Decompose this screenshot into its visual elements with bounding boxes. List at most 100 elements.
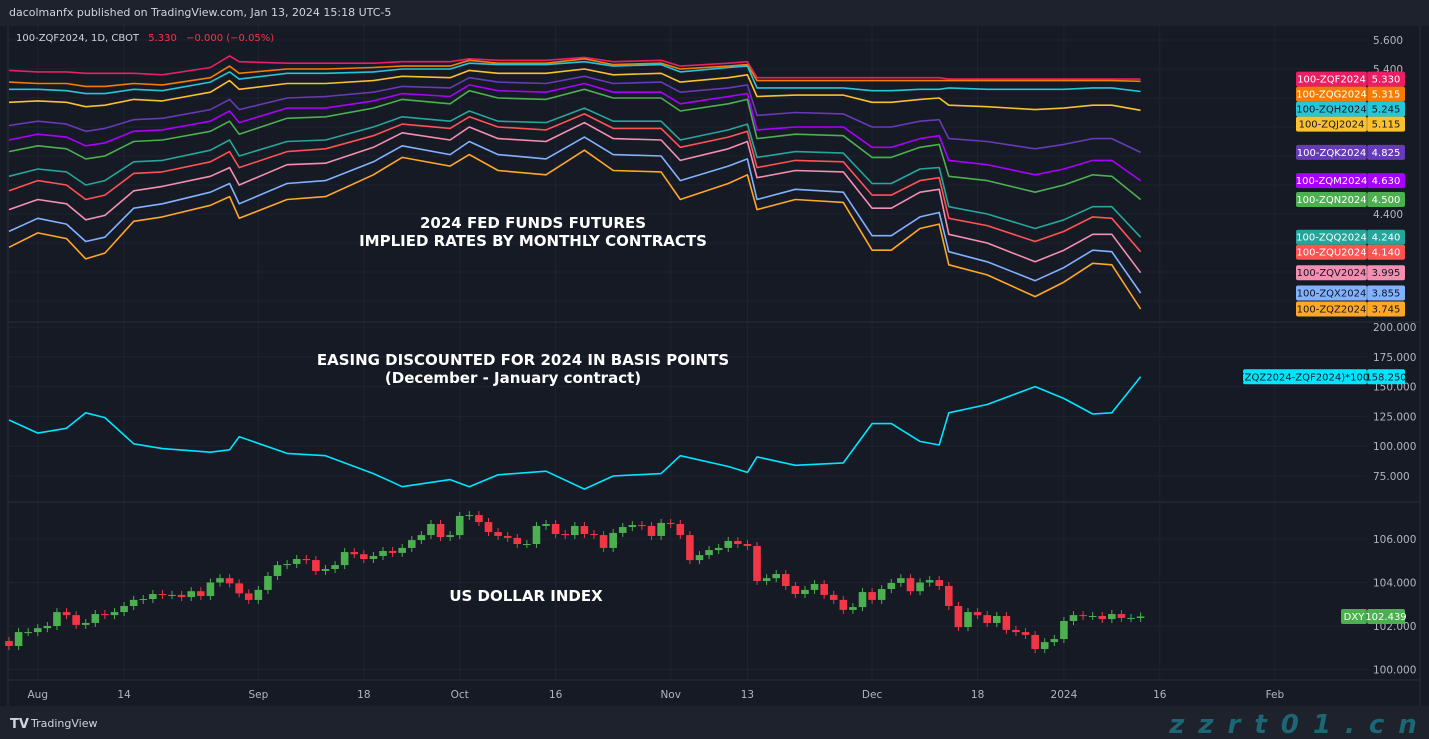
candle[interactable] [446,531,454,542]
candle[interactable] [992,611,1001,627]
candle[interactable] [945,581,953,610]
candle[interactable] [475,511,483,527]
series-line-100-zqf2024[interactable] [8,55,1141,80]
candle[interactable] [897,574,905,587]
candle[interactable] [120,601,128,617]
series-line-100-zqu2024[interactable] [8,113,1142,253]
candle[interactable] [916,578,924,596]
candle[interactable] [484,518,493,537]
candle[interactable] [628,521,637,532]
candle[interactable] [973,608,982,620]
candle[interactable] [810,580,819,594]
candle[interactable] [129,595,138,610]
candle[interactable] [24,628,32,637]
candle[interactable] [101,610,109,620]
candle[interactable] [1060,616,1068,644]
candle[interactable] [72,611,80,629]
candle[interactable] [14,628,23,651]
candle[interactable] [647,521,656,540]
candle[interactable] [906,574,915,596]
series-line-100-zqz2024[interactable] [8,149,1142,310]
candle[interactable] [235,579,243,598]
candle[interactable] [1069,611,1078,625]
candle[interactable] [839,595,848,614]
candle[interactable] [43,622,52,633]
candle[interactable] [81,618,90,629]
candle[interactable] [388,546,397,557]
candle[interactable] [1021,628,1030,639]
candle[interactable] [599,531,608,552]
series-line-100-zqk2024[interactable] [8,75,1141,154]
candle[interactable] [292,555,301,569]
series-line-100-zqj2024[interactable] [8,68,1141,112]
candle[interactable] [1031,630,1039,654]
candle[interactable] [283,560,291,570]
candle[interactable] [618,523,627,537]
candle[interactable] [33,624,42,637]
candle[interactable] [494,528,502,540]
candle[interactable] [465,511,474,520]
candle[interactable] [714,543,723,555]
candle[interactable] [312,556,320,575]
series-line-100-zqx2024[interactable] [8,136,1142,294]
series-line--zqz2024-zqf2024-100[interactable] [8,376,1142,490]
candle[interactable] [753,541,761,585]
candle[interactable] [542,519,550,530]
candle[interactable] [62,608,71,620]
candle[interactable] [225,574,234,588]
candle[interactable] [1012,625,1020,637]
candle[interactable] [206,578,215,600]
candle[interactable] [791,581,800,599]
candle[interactable] [561,529,570,540]
candle[interactable] [858,588,867,612]
series-line-100-zqm2024[interactable] [8,82,1142,182]
candle[interactable] [503,531,512,542]
candle[interactable] [820,580,828,599]
candle[interactable] [273,561,282,580]
tradingview-logo[interactable]: TV TradingView [10,717,97,732]
candle[interactable] [868,588,876,604]
candle[interactable] [695,551,704,565]
candle[interactable] [657,518,665,540]
series-line-100-zqn2024[interactable] [8,88,1142,201]
candle[interactable] [455,511,464,540]
candle[interactable] [350,548,359,559]
candle[interactable] [360,550,368,564]
candle[interactable] [1040,638,1049,654]
candle[interactable] [666,518,675,528]
candle[interactable] [53,608,61,630]
candle[interactable] [1088,611,1097,620]
candle[interactable] [686,531,694,565]
candle[interactable] [762,574,771,585]
candle[interactable] [935,576,944,590]
candle[interactable] [801,585,809,599]
candle[interactable] [513,533,522,549]
candle[interactable] [149,590,157,604]
legend-symbol[interactable]: 100-ZQF2024, 1D, CBOT [16,33,140,44]
candle[interactable] [302,555,311,565]
candle[interactable] [849,603,857,614]
candle[interactable] [321,565,330,575]
candle[interactable] [158,590,167,599]
candle[interactable] [964,608,972,632]
candle[interactable] [1117,610,1126,622]
candle[interactable] [590,529,598,540]
candle[interactable] [734,536,742,549]
series-line-100-zqv2024[interactable] [8,121,1142,274]
candle[interactable] [264,571,272,594]
candle[interactable] [436,519,445,542]
candle[interactable] [1002,611,1011,634]
candle[interactable] [407,536,416,552]
candle[interactable] [417,531,426,545]
candle[interactable] [1050,635,1059,647]
candle[interactable] [1127,613,1135,622]
candle[interactable] [168,590,176,599]
candle[interactable] [177,590,186,602]
candle[interactable] [110,608,119,620]
candle[interactable] [925,576,934,587]
candle[interactable] [1108,610,1116,624]
candle[interactable] [887,578,896,594]
series-line-100-zqg2024[interactable] [8,57,1141,88]
candle[interactable] [1098,611,1107,624]
